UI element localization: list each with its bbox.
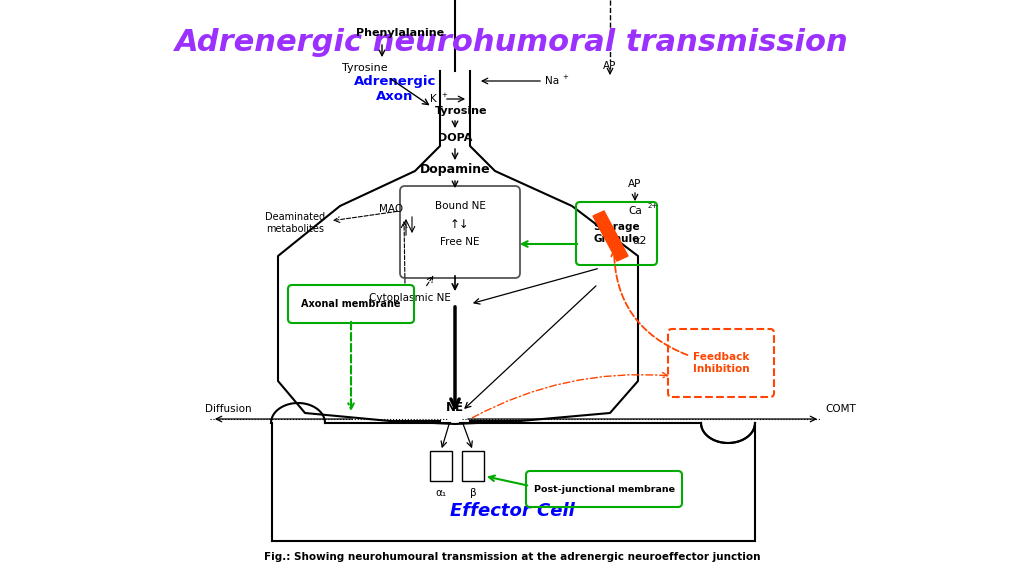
Text: Fig.: Showing neurohumoural transmission at the adrenergic neuroeffector junctio: Fig.: Showing neurohumoural transmission…	[264, 552, 760, 562]
Text: Storage
Granule: Storage Granule	[594, 222, 640, 244]
Text: α2: α2	[632, 236, 646, 246]
Text: Bound NE: Bound NE	[434, 201, 485, 211]
Text: Feedback
Inhibition: Feedback Inhibition	[692, 352, 750, 374]
Bar	[430, 451, 452, 481]
Text: AP: AP	[629, 179, 642, 189]
Text: Deaminated
metabolites: Deaminated metabolites	[265, 212, 325, 234]
Text: ↑↓: ↑↓	[451, 218, 470, 230]
Text: Dopamine: Dopamine	[420, 164, 490, 176]
Polygon shape	[593, 211, 628, 261]
Text: Post-junctional membrane: Post-junctional membrane	[534, 484, 675, 494]
Text: MAO: MAO	[379, 204, 403, 214]
FancyBboxPatch shape	[400, 186, 520, 278]
Text: Adrenergic neurohumoral transmission: Adrenergic neurohumoral transmission	[175, 28, 849, 57]
Bar	[462, 451, 484, 481]
Text: Tyrosine: Tyrosine	[435, 106, 487, 116]
Text: Free NE: Free NE	[440, 237, 480, 247]
Text: Effector Cell: Effector Cell	[450, 502, 574, 520]
Text: DOPA: DOPA	[438, 133, 472, 143]
Text: β: β	[470, 488, 476, 498]
Text: Adrenergic
Axon: Adrenergic Axon	[354, 75, 436, 103]
Text: Phenylalanine: Phenylalanine	[356, 28, 444, 38]
Text: Axonal membrane: Axonal membrane	[301, 299, 400, 309]
Text: COMT: COMT	[825, 404, 856, 414]
Text: K: K	[430, 94, 437, 104]
Text: 2+: 2+	[648, 203, 658, 209]
Text: Ca: Ca	[628, 206, 642, 216]
Text: NE: NE	[446, 401, 464, 414]
Text: +: +	[441, 92, 446, 98]
Text: Cytoplasmic NE: Cytoplasmic NE	[369, 293, 451, 303]
Text: +: +	[562, 74, 568, 80]
Text: Tyrosine: Tyrosine	[342, 63, 388, 73]
Text: α₁: α₁	[435, 488, 446, 498]
Text: Diffusion: Diffusion	[205, 404, 252, 414]
Text: AP: AP	[603, 61, 616, 71]
Text: Na: Na	[545, 76, 559, 86]
